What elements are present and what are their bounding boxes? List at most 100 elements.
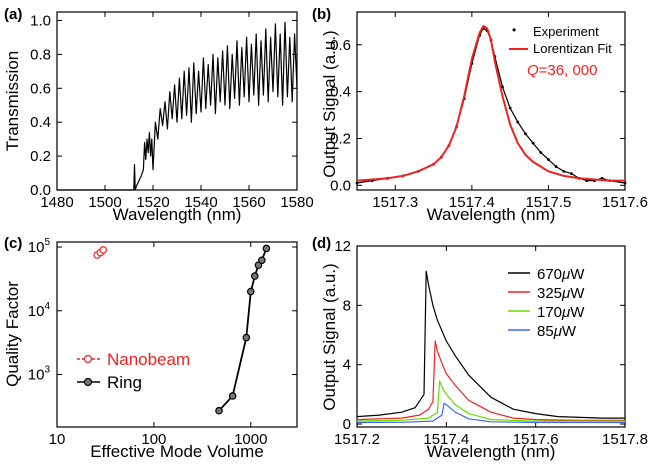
panel-a: (a) Transmission Wavelength (nm) 1480 150… xyxy=(3,6,314,224)
q-annotation-value: =36, 000 xyxy=(539,62,598,79)
x-tick-label: 1517.5 xyxy=(525,194,571,211)
y-tick-label: 0.0 xyxy=(30,182,51,199)
series-line-670 xyxy=(356,270,625,419)
experiment-point xyxy=(501,85,504,89)
experiment-point xyxy=(524,132,527,136)
x-tick-label: 1480 xyxy=(40,194,73,211)
q-annotation: Q=36, 000 xyxy=(527,62,597,79)
panel-b-legend: • Experiment Lorentizan Fit Q=36, 000 xyxy=(509,23,612,79)
y-tick-label: 1.0 xyxy=(30,12,51,29)
legend-label-85: 85μW xyxy=(537,323,577,340)
panel-b-frame xyxy=(356,11,626,191)
ring-point xyxy=(242,333,251,342)
panel-c-frame xyxy=(56,241,298,428)
x-tick-label: 1560 xyxy=(232,194,265,211)
x-tick-label: 1517.2 xyxy=(334,431,380,448)
y-tick-label: 0.6 xyxy=(330,37,351,54)
panel-c-label: (c) xyxy=(4,235,22,252)
panel-a-frame xyxy=(56,11,298,191)
legend-label-325: 325μW xyxy=(537,285,585,302)
x-tick-label: 1517.6 xyxy=(602,194,648,211)
panel-d-label: (d) xyxy=(312,235,331,252)
panel-d: (d) Output Signal (a.u.) Wavelength (nm)… xyxy=(312,235,648,461)
experiment-point xyxy=(600,176,604,180)
panel-b-ylabel: Output Signal (a.u.) xyxy=(320,30,339,177)
panel-c-xlabel: Effective Mode Volume xyxy=(90,442,264,461)
legend-fit-label: Lorentizan Fit xyxy=(533,41,612,56)
x-tick-label: 1540 xyxy=(184,194,217,211)
y-tick-label: 0.0 xyxy=(330,177,351,194)
experiment-point xyxy=(508,106,512,110)
ring-point xyxy=(258,256,266,265)
legend-ring-label: Ring xyxy=(107,373,142,392)
x-tick-label: 1580 xyxy=(280,194,313,211)
ring-point xyxy=(246,287,255,296)
panel-a-ylabel: Transmission xyxy=(3,51,22,151)
y-tick-label: 0.8 xyxy=(30,46,51,63)
panel-b: (b) Output Signal (a.u.) Wavelength (nm)… xyxy=(312,6,648,224)
y-tick-label: 103 xyxy=(28,364,51,383)
y-tick-label: 104 xyxy=(28,301,51,320)
panel-a-label: (a) xyxy=(4,6,22,23)
experiment-point xyxy=(516,120,520,124)
y-tick-label: 0.2 xyxy=(30,148,51,165)
experiment-point xyxy=(554,165,558,168)
nanobeam-point xyxy=(99,246,108,254)
y-tick-label: 12 xyxy=(334,238,351,255)
x-tick-label: 1517.8 xyxy=(602,431,648,448)
panel-c-ylabel: Quality Factor xyxy=(3,281,22,387)
y-tick-label: 0.6 xyxy=(30,80,51,97)
experiment-point xyxy=(547,158,550,161)
experiment-point xyxy=(531,141,535,145)
legend-experiment-marker: • xyxy=(512,23,516,37)
series-line-325 xyxy=(356,340,625,421)
ring-fit-line xyxy=(218,248,268,412)
panel-d-marks: 1517.2 1517.4 1517.6 1517.8 0 4 8 12 xyxy=(334,238,648,448)
experiment-point xyxy=(355,181,359,185)
y-tick-label: 8 xyxy=(343,297,351,314)
panel-b-xlabel: Wavelength (nm) xyxy=(427,205,556,224)
panel-c-legend: Nanobeam Ring xyxy=(77,350,190,392)
panel-b-marks: 1517.3 1517.4 1517.5 1517.6 0.0 0.2 0.4 0.6 xyxy=(330,12,648,211)
y-tick-label: 0 xyxy=(343,416,351,433)
panel-d-legend: 670μW 325μW 170μW 85μW xyxy=(508,266,585,340)
legend-ring-marker xyxy=(83,377,93,387)
x-tick-label: 10 xyxy=(49,431,66,448)
legend-label-670: 670μW xyxy=(537,266,585,283)
legend-nanobeam-label: Nanobeam xyxy=(107,350,190,369)
x-tick-label: 1000 xyxy=(234,431,267,448)
panel-d-ylabel: Output Signal (a.u.) xyxy=(320,263,339,410)
series-line-transmission xyxy=(57,21,298,191)
panel-d-xlabel: Wavelength (nm) xyxy=(427,442,556,461)
q-annotation-symbol: Q xyxy=(527,62,539,79)
experiment-point xyxy=(562,169,566,173)
x-tick-label: 1517.6 xyxy=(513,431,559,448)
experiment-point xyxy=(570,172,573,176)
experiment-point xyxy=(623,181,627,185)
legend-nanobeam-marker xyxy=(83,354,93,364)
panel-a-xlabel: Wavelength (nm) xyxy=(113,205,242,224)
ring-point xyxy=(250,272,259,280)
series-line-85 xyxy=(356,402,625,424)
panel-c-marks: 10 100 1000 103 104 105 xyxy=(28,237,297,448)
x-tick-label: 1500 xyxy=(88,194,121,211)
legend-label-170: 170μW xyxy=(537,304,585,321)
experiment-point xyxy=(539,151,543,154)
series-line-170 xyxy=(356,380,625,422)
ring-point xyxy=(228,392,237,400)
x-tick-label: 1517.4 xyxy=(449,194,495,211)
series-line-lorentizan-fit xyxy=(356,25,625,182)
x-tick-label: 1517.3 xyxy=(372,194,418,211)
y-tick-label: 4 xyxy=(343,357,351,374)
panel-a-marks: 1480 1500 1520 1540 1560 1580 0.0 0.2 0.4 0.6 0.8 1… xyxy=(30,12,314,211)
legend-experiment-label: Experiment xyxy=(533,24,599,39)
panel-d-frame xyxy=(356,245,626,428)
panel-c: (c) Quality Factor Effective Mode Volume… xyxy=(3,235,298,461)
y-tick-label: 0.2 xyxy=(330,130,351,147)
y-tick-label: 105 xyxy=(28,237,51,256)
panel-b-label: (b) xyxy=(312,6,331,23)
ring-point xyxy=(215,406,223,415)
x-tick-label: 1517.4 xyxy=(423,431,469,448)
x-tick-label: 100 xyxy=(141,431,166,448)
y-tick-label: 0.4 xyxy=(330,84,351,101)
